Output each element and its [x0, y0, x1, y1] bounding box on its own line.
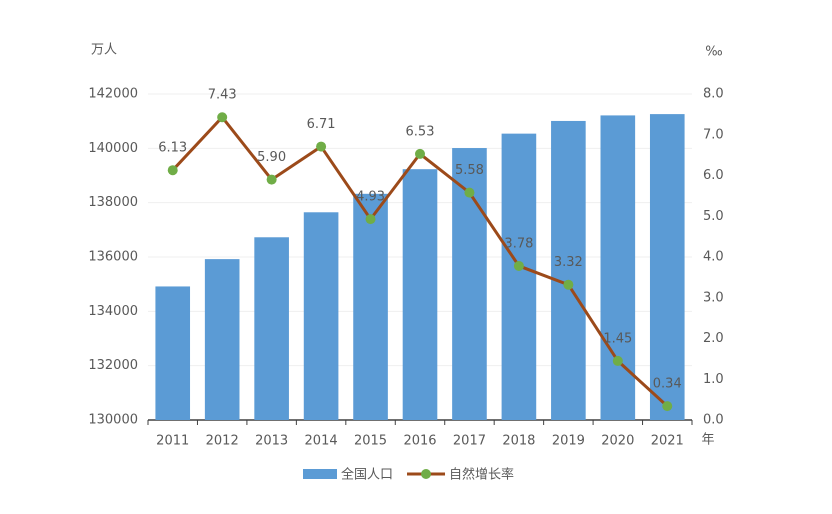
- bar: [303, 212, 339, 420]
- line-marker: [464, 187, 475, 198]
- data-label: 3.78: [504, 236, 533, 251]
- y-tick-label: 140000: [88, 141, 138, 156]
- legend-label: 全国人口: [341, 467, 393, 483]
- x-tick-label: 2020: [601, 434, 634, 449]
- data-label: 4.93: [356, 190, 385, 205]
- data-label: 5.58: [455, 163, 484, 178]
- y-axis-label: 万人: [91, 43, 117, 58]
- x-tick-label: 2014: [305, 434, 338, 449]
- x-tick-label: 2011: [156, 434, 189, 449]
- line-marker: [612, 355, 623, 366]
- data-label: 6.53: [406, 124, 435, 139]
- bar: [155, 286, 191, 420]
- legend-swatch: [303, 469, 337, 479]
- data-label: 6.13: [158, 141, 187, 156]
- line-marker: [316, 141, 327, 152]
- y2-tick-label: 8.0: [703, 87, 724, 102]
- bar: [353, 193, 388, 420]
- legend-marker: [421, 469, 432, 479]
- data-label: 0.34: [653, 377, 682, 392]
- y2-axis-label: ‰: [705, 45, 722, 60]
- data-label: 7.43: [208, 88, 237, 103]
- data-label: 3.32: [554, 255, 583, 270]
- line-marker: [365, 214, 376, 225]
- y2-tick-label: 5.0: [703, 209, 724, 224]
- bar: [501, 133, 537, 420]
- line-marker: [563, 279, 574, 290]
- y-tick-label: 138000: [88, 195, 138, 210]
- x-tick-label: 2017: [453, 434, 486, 449]
- y-tick-label: 134000: [88, 304, 138, 319]
- y2-tick-label: 4.0: [703, 250, 724, 265]
- line-marker: [266, 174, 277, 185]
- bar: [402, 169, 438, 420]
- data-label: 5.90: [257, 150, 286, 165]
- x-tick-label: 2015: [354, 434, 387, 449]
- x-tick-label: 2018: [502, 434, 535, 449]
- line-marker: [217, 112, 228, 123]
- y2-tick-label: 1.0: [703, 372, 724, 387]
- data-label: 6.71: [307, 117, 336, 132]
- line-marker: [415, 148, 425, 159]
- x-axis-label: 年: [701, 433, 714, 448]
- x-tick-label: 2013: [255, 434, 288, 449]
- bar: [600, 115, 636, 420]
- line-marker: [167, 165, 178, 176]
- x-tick-label: 2021: [651, 434, 684, 449]
- bar: [551, 120, 586, 420]
- x-tick-label: 2016: [403, 434, 436, 449]
- y2-tick-label: 6.0: [703, 168, 724, 183]
- line-marker: [662, 401, 673, 412]
- bar: [649, 114, 685, 420]
- x-tick-label: 2019: [552, 434, 585, 449]
- y-tick-label: 136000: [88, 250, 138, 265]
- y2-tick-label: 2.0: [703, 331, 724, 346]
- x-tick-label: 2012: [206, 434, 239, 449]
- bar: [204, 259, 240, 420]
- data-label: 1.45: [603, 331, 632, 346]
- y2-tick-label: 0.0: [703, 413, 724, 428]
- line-marker: [513, 260, 524, 271]
- y2-tick-label: 7.0: [703, 127, 724, 142]
- y-tick-label: 132000: [88, 358, 138, 373]
- y-tick-label: 130000: [88, 413, 138, 428]
- y-tick-label: 142000: [88, 87, 138, 102]
- legend-label: 自然增长率: [449, 467, 514, 483]
- bar: [254, 237, 289, 420]
- y2-tick-label: 3.0: [703, 290, 724, 305]
